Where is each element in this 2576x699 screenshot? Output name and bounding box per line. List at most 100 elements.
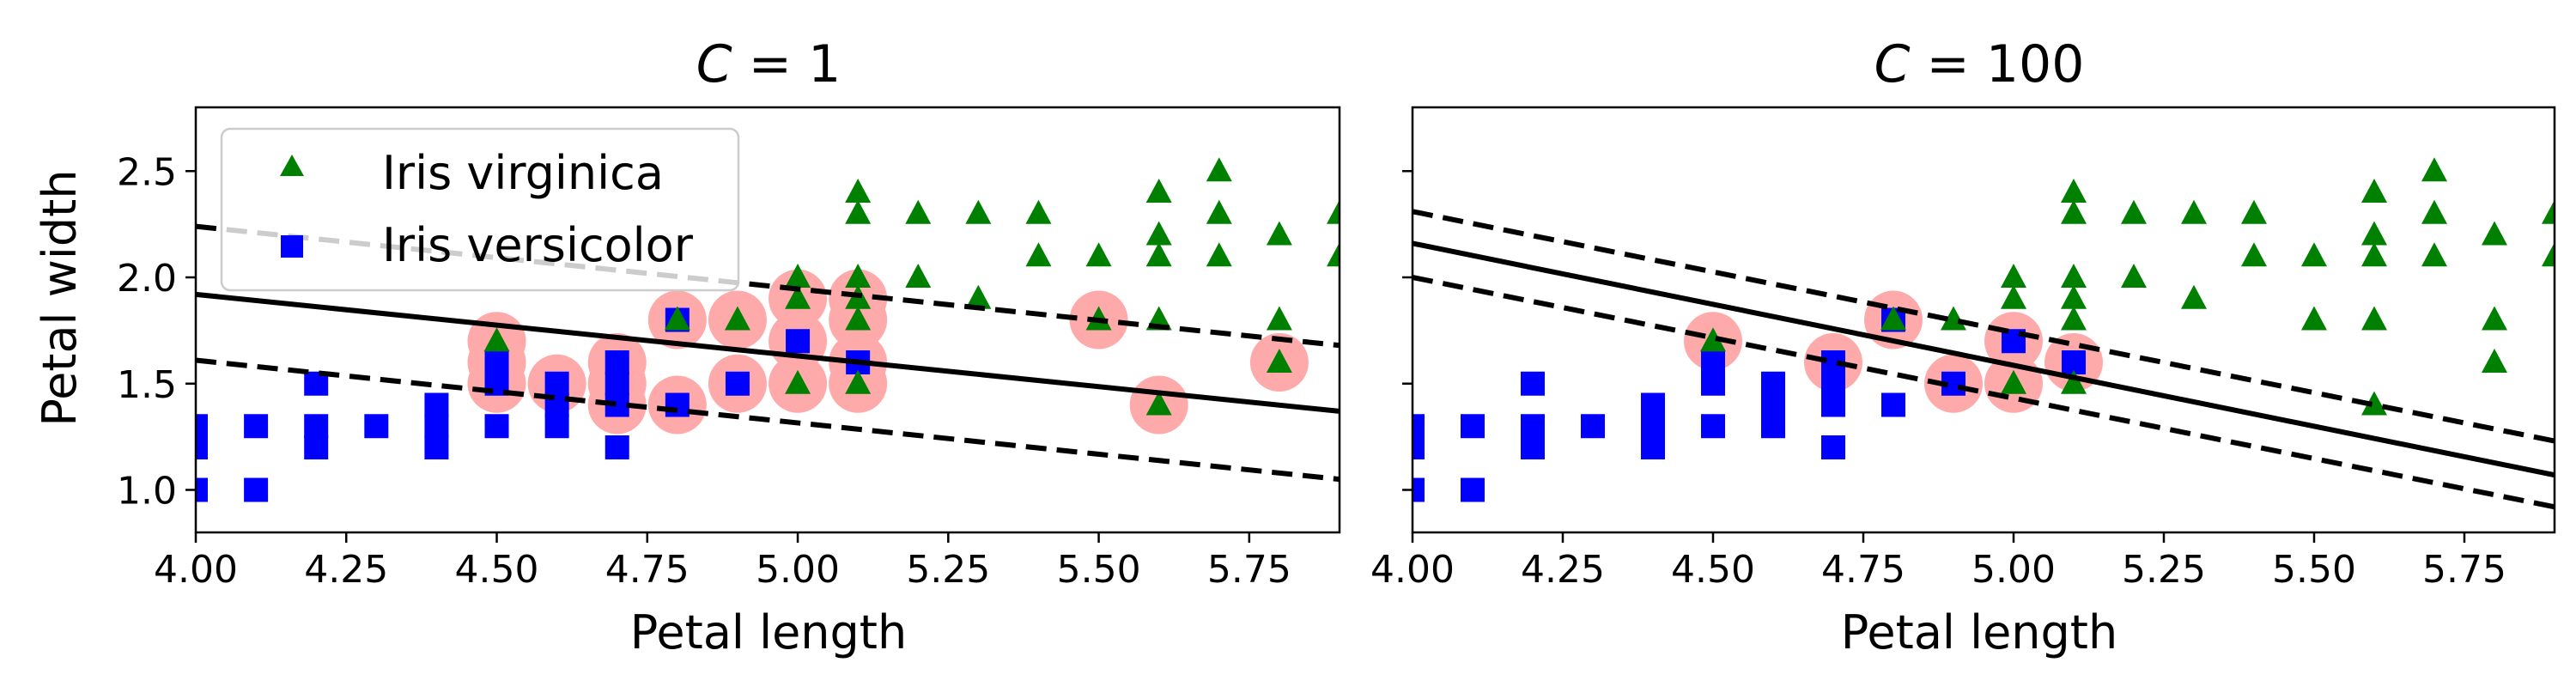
- versicolor-point: [605, 371, 629, 396]
- versicolor-point: [1413, 435, 1425, 459]
- virginica-point: [905, 199, 932, 224]
- virginica-point: [2361, 221, 2387, 246]
- right-plot-marks: [1413, 157, 2555, 510]
- left-plot-marks: [196, 157, 1340, 502]
- versicolor-point: [244, 477, 269, 502]
- left-x-tick-label: 4.50: [455, 548, 539, 592]
- legend-box: [220, 127, 740, 292]
- versicolor-point: [1413, 477, 1425, 502]
- versicolor-point: [1521, 435, 1545, 459]
- versicolor-point: [304, 414, 329, 439]
- left-y-tick-label: 1.0: [117, 470, 177, 514]
- virginica-point: [1145, 221, 1172, 246]
- virginica-point: [2361, 306, 2387, 331]
- lower-margin-line: [196, 357, 1340, 483]
- versicolor-point: [605, 350, 629, 374]
- virginica-point: [845, 199, 872, 224]
- virginica-point: [2061, 306, 2087, 331]
- versicolor-point: [1821, 435, 1845, 459]
- virginica-point: [785, 284, 811, 309]
- right-plot-title: C = 100: [1874, 34, 2085, 94]
- right-x-axis-label: Petal length: [1841, 605, 2117, 659]
- versicolor-point: [424, 414, 449, 439]
- virginica-point: [483, 327, 510, 352]
- virginica-point: [1025, 199, 1052, 224]
- virginica-point: [1145, 242, 1172, 267]
- virginica-point: [2421, 157, 2447, 182]
- virginica-point: [2061, 284, 2087, 309]
- virginica-point: [664, 306, 690, 331]
- virginica-point: [2061, 369, 2087, 394]
- versicolor-point: [364, 414, 389, 439]
- versicolor-point: [544, 371, 569, 396]
- virginica-point: [1941, 306, 1966, 331]
- versicolor-point: [484, 350, 509, 374]
- virginica-point: [2061, 179, 2087, 203]
- versicolor-point: [1761, 392, 1785, 417]
- versicolor-point: [1641, 392, 1665, 417]
- versicolor-point: [424, 435, 449, 459]
- versicolor-point: [1581, 414, 1605, 439]
- right-x-tick-label: 5.75: [2422, 548, 2506, 592]
- virginica-point: [1266, 221, 1292, 246]
- versicolor-point: [1521, 414, 1545, 439]
- virginica-point: [2542, 242, 2555, 267]
- virginica-point: [2542, 199, 2555, 224]
- virginica-point: [2482, 349, 2507, 373]
- virginica-point: [965, 199, 992, 224]
- versicolor-point: [1641, 414, 1665, 439]
- versicolor-point: [196, 435, 208, 459]
- right-x-tick-label: 5.00: [1971, 548, 2056, 592]
- versicolor-point: [304, 435, 329, 459]
- left-x-tick-label: 5.00: [756, 548, 840, 592]
- left-x-tick-label: 4.75: [605, 548, 690, 592]
- left-x-tick-label: 4.25: [304, 548, 388, 592]
- versicolor-point: [1761, 414, 1785, 439]
- left-x-tick-label: 5.50: [1057, 548, 1141, 592]
- lower-margin-line: [1413, 275, 2555, 510]
- virginica-point: [965, 284, 992, 309]
- versicolor-point: [244, 414, 269, 439]
- legend-versicolor-label: Iris versicolor: [382, 218, 694, 272]
- decision-boundary-line: [1413, 240, 2555, 478]
- left-x-axis-label: Petal length: [630, 605, 907, 659]
- left-x-tick-label: 5.75: [1207, 548, 1291, 592]
- virginica-point: [845, 306, 872, 331]
- versicolor-point: [1641, 435, 1665, 459]
- versicolor-point: [1821, 371, 1845, 396]
- virginica-point: [2241, 242, 2267, 267]
- virginica-point: [724, 306, 750, 331]
- virginica-point: [1700, 327, 1726, 352]
- virginica-point: [2482, 306, 2507, 331]
- virginica-point: [1266, 306, 1292, 331]
- legend-virginica-marker: [280, 155, 304, 176]
- virginica-point: [2001, 369, 2026, 394]
- versicolor-point: [544, 414, 569, 439]
- versicolor-point: [1521, 371, 1545, 396]
- versicolor-point: [196, 477, 208, 502]
- virginica-point: [785, 264, 811, 288]
- virginica-point: [2181, 284, 2207, 309]
- versicolor-point: [1821, 392, 1845, 417]
- virginica-point: [2001, 264, 2026, 288]
- legend-versicolor-marker: [281, 235, 303, 258]
- decision-boundary-line: [196, 291, 1340, 414]
- right-x-tick-label: 5.25: [2122, 548, 2206, 592]
- left-x-tick-label: 4.00: [154, 548, 238, 592]
- legend: Iris virginica Iris versicolor: [220, 127, 740, 292]
- virginica-point: [845, 264, 872, 288]
- virginica-point: [2121, 264, 2147, 288]
- upper-margin-line: [1413, 209, 2555, 444]
- versicolor-point: [725, 371, 750, 396]
- virginica-point: [1327, 199, 1340, 224]
- virginica-point: [2121, 199, 2147, 224]
- versicolor-point: [1701, 371, 1725, 396]
- right-x-tick-label: 4.25: [1521, 548, 1605, 592]
- left-y-tick-label: 2.0: [117, 257, 177, 301]
- virginica-point: [1025, 242, 1052, 267]
- versicolor-point: [1881, 392, 1905, 417]
- virginica-point: [1206, 199, 1232, 224]
- versicolor-point: [424, 392, 449, 417]
- virginica-point: [1206, 157, 1232, 182]
